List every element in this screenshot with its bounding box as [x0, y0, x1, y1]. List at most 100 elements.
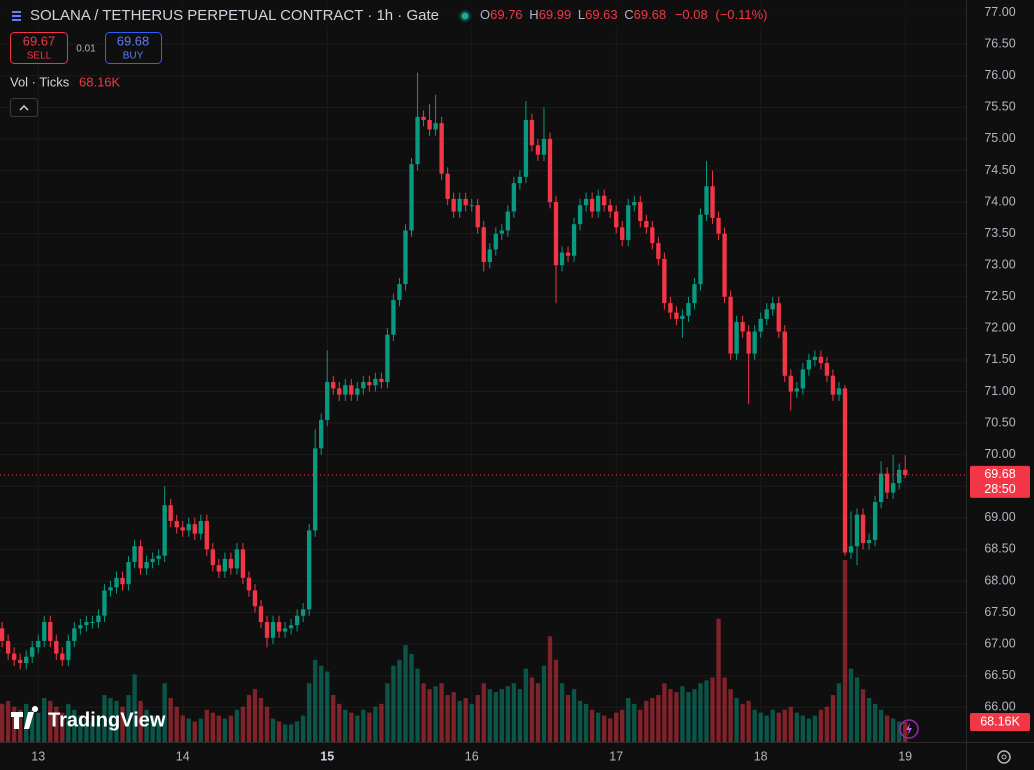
- candle-body: [409, 164, 414, 231]
- candle-body: [854, 514, 860, 547]
- candle-body: [78, 625, 83, 629]
- candle-body: [529, 119, 535, 146]
- volume-bar: [734, 697, 739, 742]
- volume-bar: [355, 715, 360, 742]
- candle-body: [674, 312, 679, 319]
- volume-bar: [337, 703, 342, 742]
- candle-body: [517, 176, 523, 184]
- volume-bar: [523, 668, 529, 742]
- candle-body: [469, 205, 474, 207]
- candle-body: [632, 202, 637, 206]
- market-status-dot: [461, 12, 469, 20]
- candle-body: [764, 309, 769, 319]
- buy-button[interactable]: [105, 32, 162, 64]
- volume-bar: [746, 700, 751, 742]
- candle-body: [734, 322, 739, 354]
- y-tick-label: 70.00: [984, 447, 1015, 461]
- candle-body: [331, 382, 336, 389]
- candle-body: [903, 469, 908, 475]
- candle-body: [626, 205, 631, 240]
- candle-body: [439, 123, 444, 174]
- y-tick-label: 72.00: [984, 321, 1015, 335]
- volume-bar: [493, 692, 498, 742]
- candle-body: [300, 609, 306, 616]
- volume-bar: [150, 715, 155, 742]
- y-tick-label: 76.50: [984, 37, 1015, 51]
- volume-bar: [878, 709, 884, 742]
- y-tick-label: 67.00: [984, 636, 1015, 650]
- volume-bar: [836, 683, 842, 742]
- volume-bar: [903, 721, 908, 742]
- volume-bar: [650, 697, 655, 742]
- volume-bar: [866, 697, 872, 742]
- candle-body: [18, 659, 23, 664]
- candle-body: [84, 622, 89, 626]
- y-tick-label: 76.00: [984, 68, 1015, 82]
- candle-body: [210, 549, 215, 566]
- volume-bar: [770, 709, 775, 742]
- y-tick-label: 71.00: [984, 384, 1015, 398]
- candle-body: [897, 469, 902, 484]
- legend-c-label: C: [624, 7, 633, 22]
- alert-icon[interactable]: [899, 719, 919, 739]
- volume-bar: [559, 683, 565, 742]
- candle-body: [433, 123, 438, 130]
- symbol-icon: [12, 11, 21, 21]
- candle-body: [620, 227, 625, 240]
- candle-body: [258, 606, 264, 623]
- volume-bar: [565, 695, 571, 742]
- volume-bar: [788, 706, 793, 742]
- volume-bar: [367, 712, 372, 742]
- candle-body: [138, 546, 143, 569]
- candle-body: [656, 243, 661, 259]
- y-tick-label: 66.00: [984, 700, 1015, 714]
- candle-body: [126, 562, 131, 585]
- y-tick-label: 68.00: [984, 573, 1015, 587]
- volume-bar: [608, 718, 613, 742]
- candle-body: [42, 622, 47, 641]
- candle-body: [66, 640, 71, 660]
- candle-body: [204, 520, 209, 550]
- settings-icon[interactable]: [997, 750, 1011, 764]
- candle-body: [325, 382, 330, 420]
- volume-bar: [204, 709, 209, 742]
- collapse-button[interactable]: [10, 98, 38, 117]
- volume-bar: [66, 703, 71, 742]
- candle-body: [638, 202, 643, 222]
- volume-bar: [222, 718, 228, 742]
- volume-bar: [800, 715, 806, 742]
- volume-bar: [246, 695, 252, 742]
- y-tick-label: 74.00: [984, 194, 1015, 208]
- candle-body: [288, 625, 294, 629]
- candle-body: [90, 622, 95, 624]
- candle-body: [349, 385, 354, 395]
- volume-bar: [860, 689, 866, 742]
- chart-title[interactable]: SOLANA / TETHERUS PERPETUAL CONTRACT · 1…: [30, 7, 439, 24]
- volume-bar: [18, 709, 23, 742]
- volume-bar: [276, 721, 282, 742]
- sell-button[interactable]: [10, 32, 68, 64]
- volume-bar: [728, 689, 733, 742]
- legend-c: 69.68: [634, 7, 667, 22]
- volume-bar: [463, 697, 468, 742]
- candle-body: [842, 388, 848, 553]
- candle-body: [794, 388, 799, 392]
- candle-body: [644, 221, 649, 228]
- volume-bar: [120, 706, 125, 742]
- candle-body: [264, 622, 270, 638]
- volume-bar: [78, 715, 83, 742]
- y-tick-label: 75.00: [984, 131, 1015, 145]
- buy-label: BUY: [123, 51, 144, 62]
- volume-bar: [457, 700, 462, 742]
- candle-body: [282, 628, 288, 632]
- candle-body: [246, 577, 252, 591]
- volume-bar: [776, 712, 781, 742]
- volume-bar: [445, 695, 450, 742]
- volume-bar: [288, 724, 294, 742]
- candle-body: [493, 233, 498, 250]
- volume-bar: [433, 686, 438, 742]
- x-tick-label: 18: [754, 749, 768, 763]
- candle-body: [589, 198, 595, 212]
- y-tick-label: 74.50: [984, 163, 1015, 177]
